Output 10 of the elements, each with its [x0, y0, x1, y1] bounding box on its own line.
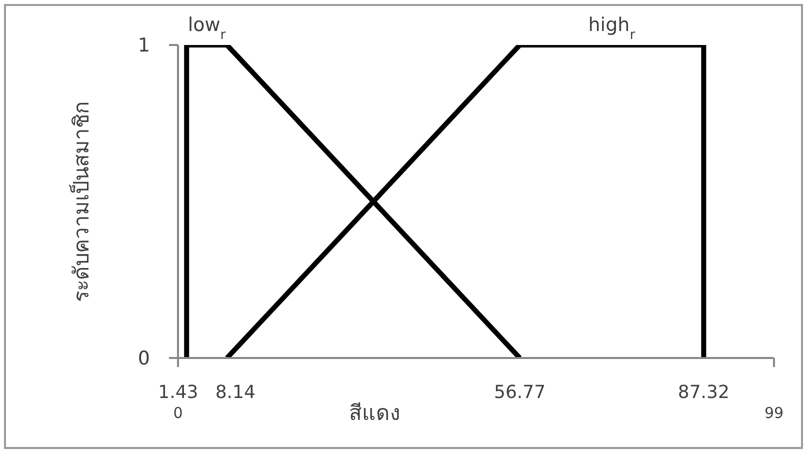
annotation: 56.77 — [494, 382, 546, 403]
annotation: 87.32 — [678, 382, 730, 403]
x-tick-label: 99 — [764, 404, 784, 422]
y-axis-title: ระดับความเป็นสมาชิก — [67, 101, 94, 302]
series-label: high$_{r}$ — [588, 14, 636, 42]
y-tick-label: 1 — [138, 34, 150, 57]
annotation: 1.43 — [158, 382, 198, 403]
series-label: low$_{r}$ — [188, 14, 226, 42]
annotation: 8.14 — [215, 382, 256, 403]
x-axis-title: สีแดง — [349, 401, 400, 425]
